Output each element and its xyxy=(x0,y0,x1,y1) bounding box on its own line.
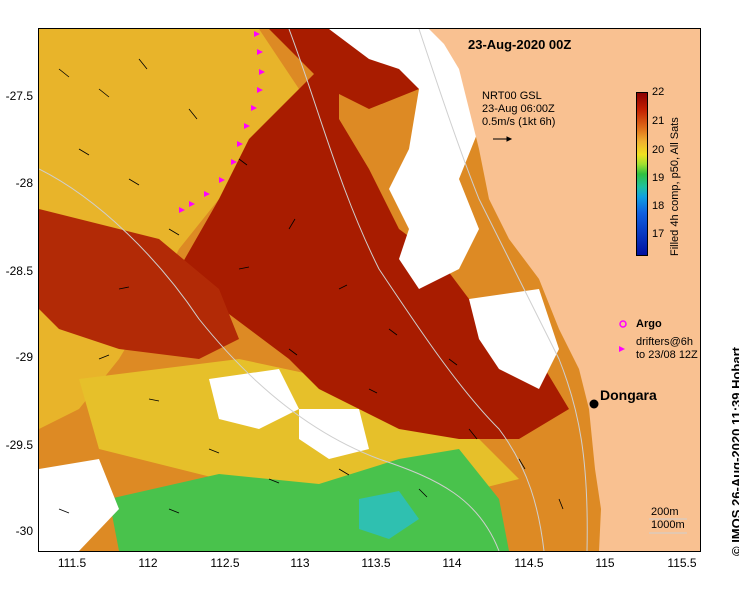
current-legend: NRT00 GSL 23-Aug 06:00Z 0.5m/s (1kt 6h) xyxy=(482,90,555,129)
contour-200m xyxy=(418,29,588,551)
drifter-legend: drifters@6h to 23/08 12Z xyxy=(636,336,698,362)
contour-1000m xyxy=(288,29,545,551)
colorbar-tick-label: 20 xyxy=(652,144,665,156)
y-tick-label: -30 xyxy=(15,524,33,538)
drifter-legend-line: to 23/08 12Z xyxy=(636,349,698,361)
colorbar-tick-label: 17 xyxy=(652,228,665,240)
sst-map xyxy=(39,29,700,551)
colorbar-tick-label: 19 xyxy=(652,172,665,184)
current-legend-line: 23-Aug 06:00Z xyxy=(482,103,555,115)
colorbar-tick-label: 21 xyxy=(652,115,665,127)
x-tick-label: 113.5 xyxy=(361,556,391,570)
current-vectors xyxy=(58,58,564,514)
drifter-track xyxy=(179,31,265,213)
current-legend-line: NRT00 GSL xyxy=(482,90,542,102)
x-tick-label: 115 xyxy=(595,556,615,570)
y-tick-label: -28 xyxy=(15,176,33,190)
cloud-gap-center xyxy=(299,409,369,459)
depth-legend: 200m 1000m xyxy=(651,506,685,532)
credit-text: © IMOS 26-Aug-2020 11:39 Hobart xyxy=(729,347,739,556)
argo-label: Argo xyxy=(636,318,662,330)
cloud-gap-sw xyxy=(39,459,119,551)
y-tick-label: -29 xyxy=(15,350,33,364)
cloud-gap-west xyxy=(209,369,299,429)
sst-colorbar xyxy=(636,92,648,256)
land-mass xyxy=(429,29,700,551)
depth-legend-line: 1000m xyxy=(651,519,685,531)
contour-deep xyxy=(39,168,500,551)
y-tick-label: -29.5 xyxy=(5,438,33,452)
current-legend-line: 0.5m/s (1kt 6h) xyxy=(482,116,556,128)
x-tick-label: 115.5 xyxy=(667,556,697,570)
argo-symbol xyxy=(619,320,627,328)
y-tick-label: -27.5 xyxy=(5,89,33,103)
legend-vector-arrow xyxy=(493,136,513,142)
drifter-legend-symbol xyxy=(619,346,625,352)
y-tick-label: -28.5 xyxy=(5,264,33,278)
depth-legend-line: 200m xyxy=(651,506,679,518)
x-tick-label: 112.5 xyxy=(210,556,240,570)
colorbar-tick-label: 18 xyxy=(652,200,665,212)
x-tick-label: 113 xyxy=(290,556,310,570)
x-tick-label: 112 xyxy=(138,556,158,570)
drifter-legend-line: drifters@6h xyxy=(636,336,694,348)
town-label: Dongara xyxy=(600,387,657,403)
x-tick-label: 114 xyxy=(442,556,462,570)
colorbar-title: Filled 4h comp, p50, All Sats xyxy=(669,117,681,256)
dongara-marker xyxy=(589,399,599,409)
x-tick-label: 111.5 xyxy=(57,556,87,570)
sst-warm-patch-west xyxy=(39,209,239,359)
sst-warm-core xyxy=(179,49,569,439)
x-tick-label: 114.5 xyxy=(514,556,544,570)
map-area[interactable] xyxy=(38,28,701,552)
sst-coldest-patch xyxy=(359,491,419,539)
map-title: 23-Aug-2020 00Z xyxy=(468,37,572,52)
colorbar-tick-label: 22 xyxy=(652,86,665,98)
